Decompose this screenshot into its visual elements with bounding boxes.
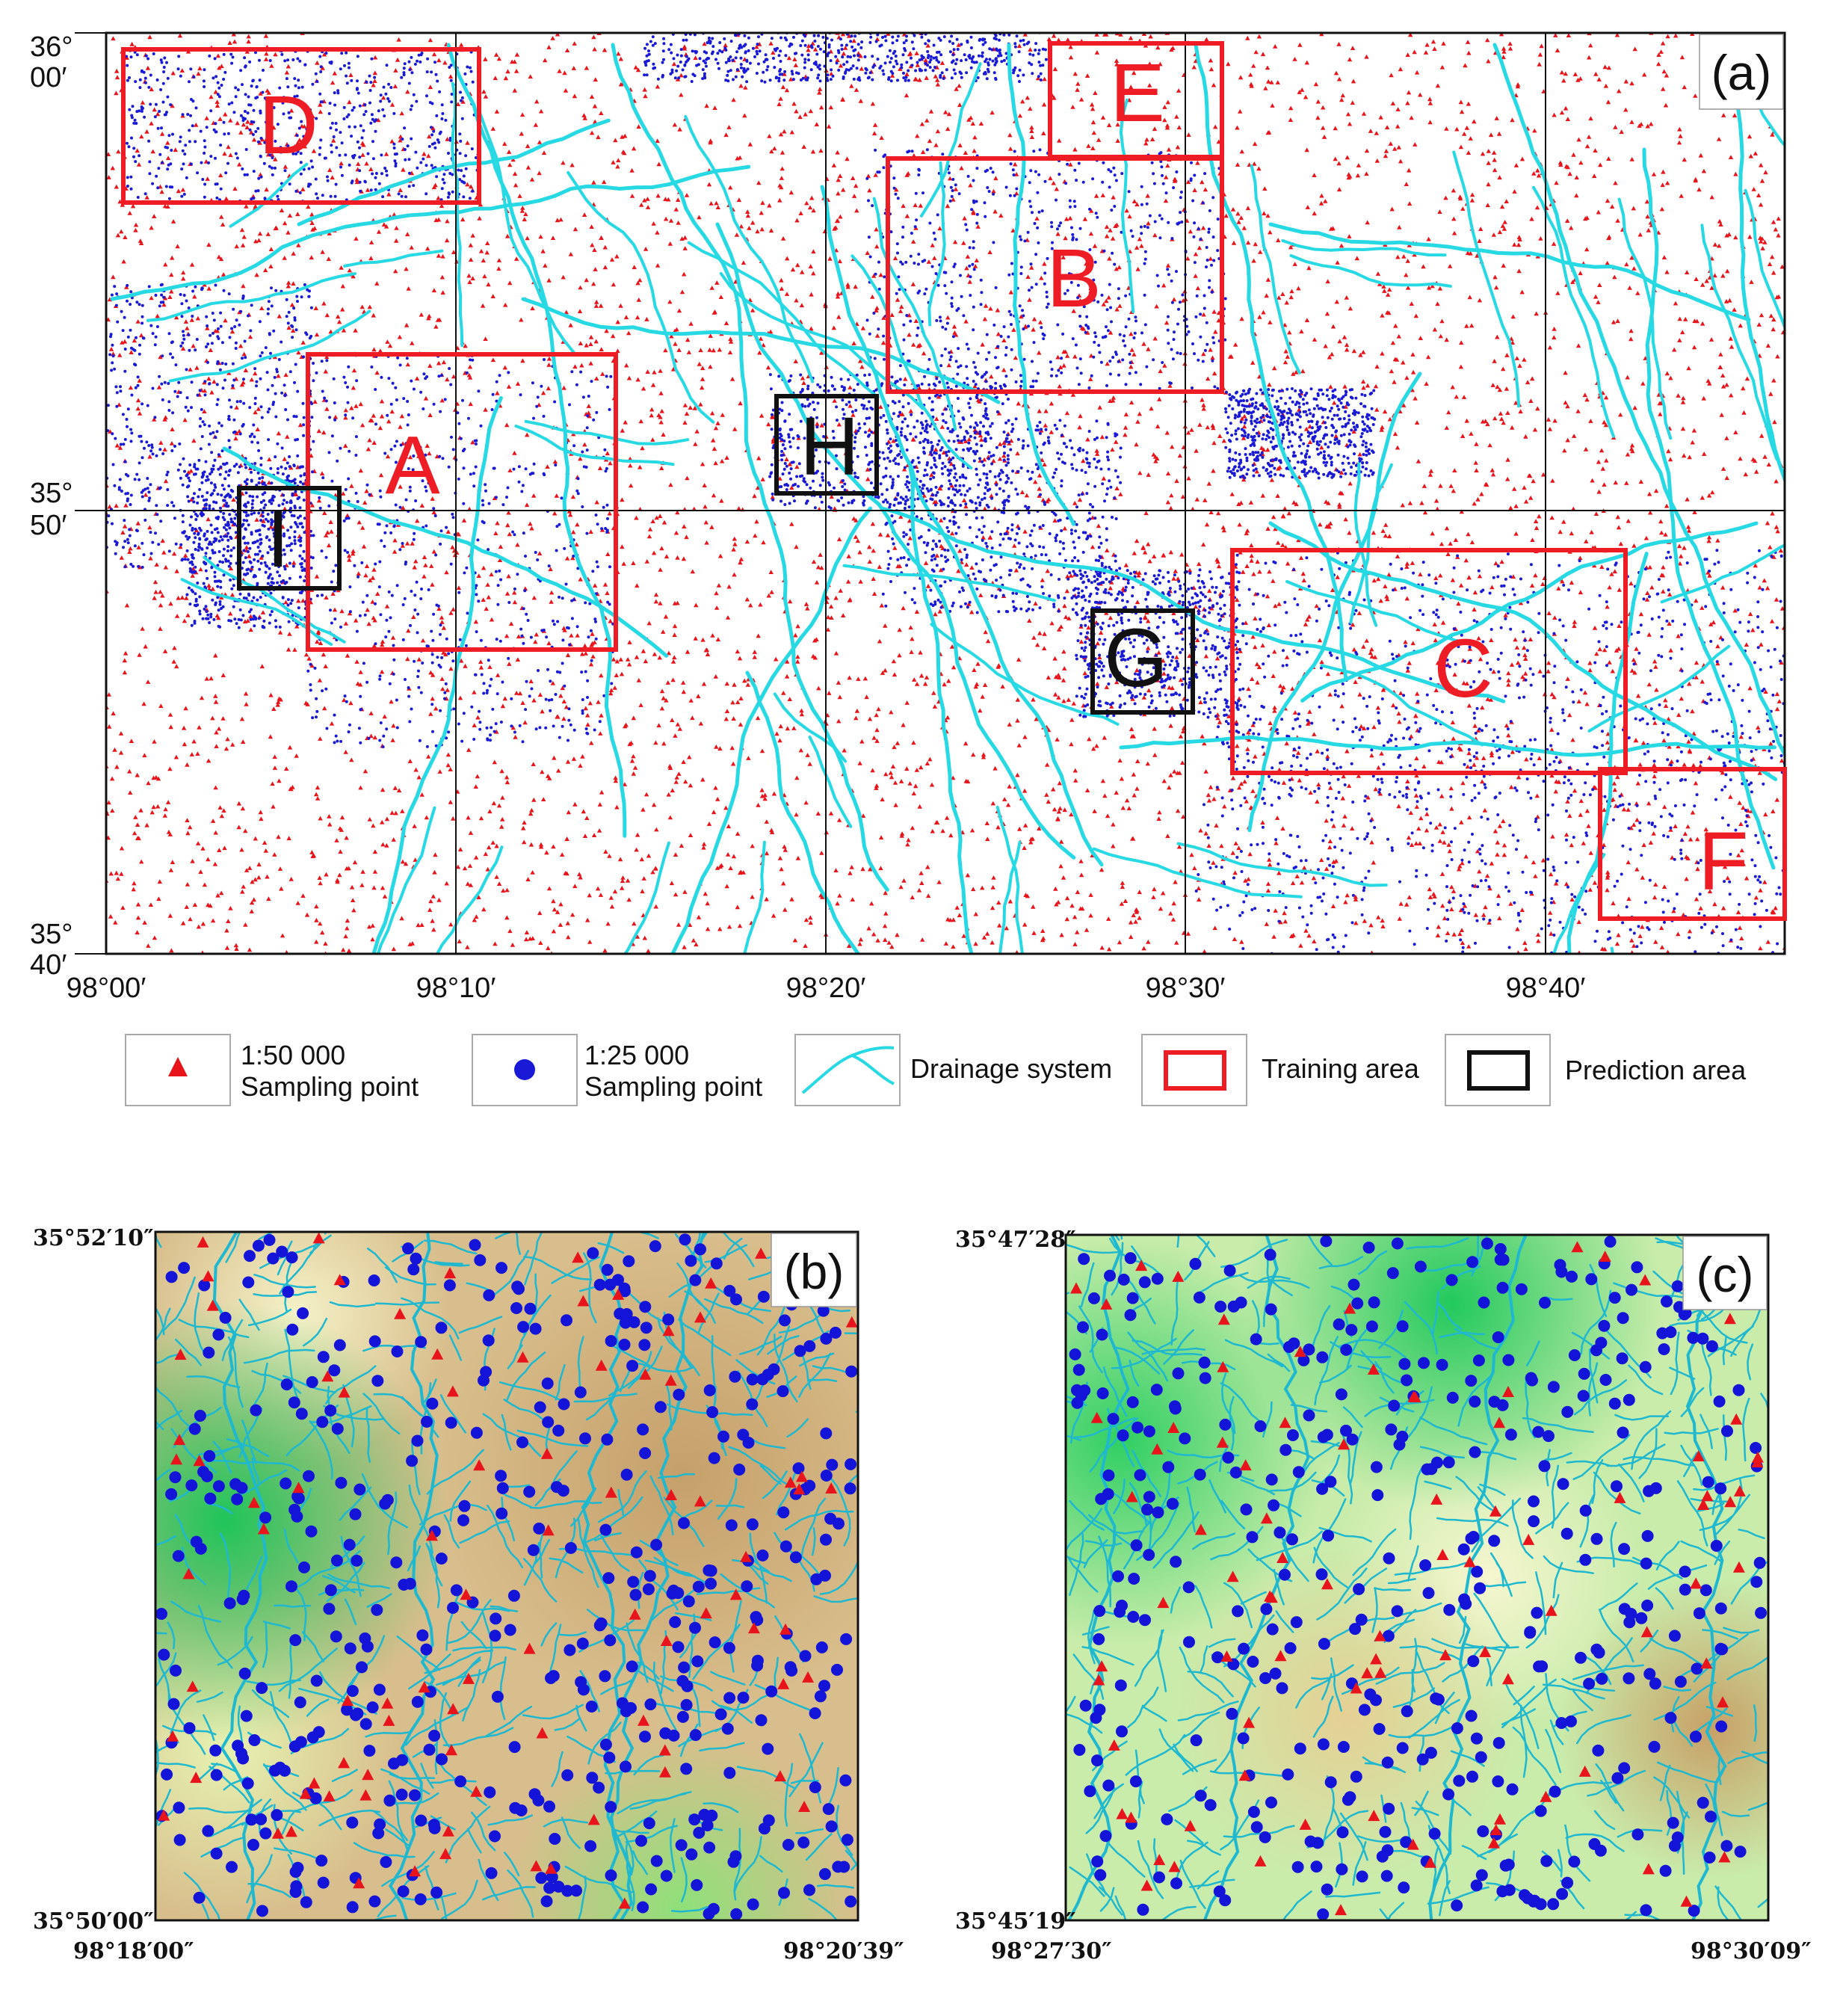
panel-b-frame <box>154 1230 859 1922</box>
legend-label-prediction: Prediction area <box>1565 1055 1747 1085</box>
y-tick-3540-min: 40′ <box>30 949 67 981</box>
legend-box-4 <box>1141 1034 1247 1106</box>
legend-label-drainage: Drainage system <box>910 1053 1112 1084</box>
blue-dot-icon <box>514 1059 535 1080</box>
red-triangle-icon <box>168 1057 188 1076</box>
legend-label-25k-sub: Sampling point <box>584 1071 762 1102</box>
panel-b-lat-top: 35°52′10″ <box>33 1225 154 1251</box>
prediction-area-g <box>1090 608 1195 715</box>
panel-b-tag: (b) <box>784 1244 845 1299</box>
prediction-area-h <box>774 394 879 496</box>
panel-c-lat-top: 35°47′28″ <box>955 1227 1076 1253</box>
panel-a-frame <box>105 31 1786 955</box>
training-label-c: C <box>1433 623 1492 715</box>
training-area-e <box>1048 41 1224 159</box>
drainage-line-icon <box>801 1046 895 1094</box>
y-tick-36-min: 00′ <box>30 62 67 93</box>
panel-b-map: (b) 35°52′10″ 35°50′00″ 98°18′00″ 98°20′… <box>33 1225 904 1964</box>
panel-c-lon-right: 98°30′09″ <box>1691 1938 1812 1964</box>
training-area-f <box>1598 767 1787 921</box>
x-tick-9830: 98°30′ <box>1146 972 1226 1004</box>
panel-b-sample-points <box>155 1232 858 1920</box>
black-box-icon <box>1467 1050 1530 1091</box>
panel-a-map: A B C D E F G H I (a) 36° 00′ 35° 50′ 35… <box>30 31 1787 1004</box>
legend: 1:50 000 Sampling point 1:25 000 Samplin… <box>125 1034 1747 1106</box>
y-tick-3550-deg: 35° <box>30 478 72 509</box>
x-tick-9820: 98°20′ <box>786 972 866 1004</box>
training-label-b: B <box>1046 232 1101 324</box>
panel-b-lat-bottom: 35°50′00″ <box>33 1908 154 1935</box>
panel-c-frame <box>1064 1233 1770 1922</box>
training-label-f: F <box>1698 816 1748 907</box>
training-label-d: D <box>259 79 318 171</box>
red-box-icon <box>1164 1050 1226 1091</box>
prediction-label-g: G <box>1104 612 1168 704</box>
y-tick-36-deg: 36° <box>30 31 72 63</box>
prediction-areas <box>237 394 1195 715</box>
panel-b-lon-right: 98°20′39″ <box>783 1938 904 1964</box>
legend-box-3 <box>794 1034 901 1106</box>
panel-c-lon-left: 98°27′30″ <box>991 1938 1112 1964</box>
legend-box-5 <box>1445 1034 1551 1106</box>
prediction-label-h: H <box>800 401 859 493</box>
y-tick-3550-min: 50′ <box>30 510 67 541</box>
panel-c-tag: (c) <box>1697 1247 1754 1302</box>
panel-a-tag: (a) <box>1711 45 1772 100</box>
prediction-area-i <box>237 486 342 591</box>
x-tick-9810: 98°10′ <box>416 972 496 1004</box>
training-area-c <box>1230 548 1628 775</box>
training-label-a: A <box>385 419 440 511</box>
training-area-d <box>121 47 481 205</box>
training-area-a <box>306 352 618 652</box>
x-tick-9800: 98°00′ <box>67 972 146 1004</box>
legend-label-50k: 1:50 000 <box>241 1040 345 1070</box>
legend-label-50k-sub: Sampling point <box>241 1071 419 1102</box>
training-label-e: E <box>1110 47 1164 139</box>
panel-c-map: (c) 35°47′28″ 35°45′19″ 98°27′30″ 98°30′… <box>955 1227 1812 1964</box>
panel-b-lon-left: 98°18′00″ <box>73 1938 194 1964</box>
training-areas <box>121 41 1787 921</box>
prediction-label-i: I <box>267 493 290 585</box>
panel-c-sample-points <box>1069 1235 1768 1920</box>
y-tick-3540-deg: 35° <box>30 919 72 950</box>
legend-label-training: Training area <box>1262 1053 1420 1084</box>
panel-c-lat-bottom: 35°45′19″ <box>955 1908 1076 1935</box>
x-tick-9840: 98°40′ <box>1506 972 1586 1004</box>
sample-points-1-50000 <box>106 33 1785 954</box>
legend-label-25k: 1:25 000 <box>584 1040 689 1070</box>
